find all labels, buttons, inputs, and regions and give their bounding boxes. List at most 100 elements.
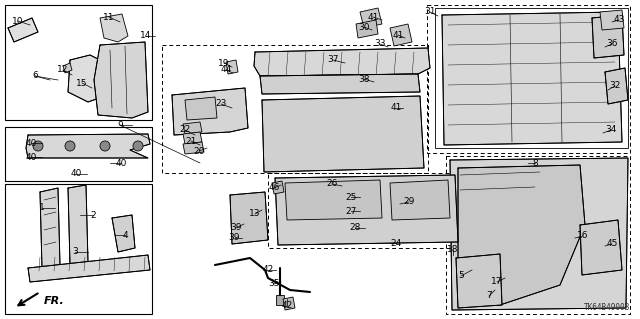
Polygon shape [68,185,88,265]
Polygon shape [112,215,135,252]
Text: 27: 27 [346,206,356,216]
Text: 33: 33 [374,40,386,48]
Polygon shape [254,48,430,76]
Text: 46: 46 [268,183,280,192]
Circle shape [65,141,75,151]
Polygon shape [605,68,628,104]
Text: 12: 12 [58,65,68,75]
Polygon shape [172,88,248,135]
Text: 2: 2 [90,211,96,219]
Text: 32: 32 [609,81,621,91]
Polygon shape [275,175,458,245]
Polygon shape [185,97,217,120]
Text: 42: 42 [262,265,274,275]
Polygon shape [183,132,202,144]
Bar [427,5,630,153]
Polygon shape [260,74,420,94]
Text: 6: 6 [32,71,38,80]
Polygon shape [285,180,382,220]
Circle shape [33,141,43,151]
Text: 36: 36 [606,40,618,48]
Circle shape [100,141,110,151]
Text: 16: 16 [577,232,589,241]
Text: 39: 39 [228,234,240,242]
Text: 11: 11 [103,12,115,21]
Polygon shape [28,255,150,282]
Text: 45: 45 [606,240,618,249]
Polygon shape [456,254,502,308]
Text: 3: 3 [72,248,78,256]
Polygon shape [183,142,204,154]
Bar [446,156,630,314]
Circle shape [133,141,143,151]
Text: 7: 7 [486,292,492,300]
Polygon shape [68,55,110,102]
Text: FR.: FR. [44,296,65,306]
Text: 29: 29 [403,197,415,206]
Text: 13: 13 [249,210,260,219]
Polygon shape [272,181,284,194]
Text: 28: 28 [349,224,361,233]
Text: 34: 34 [605,125,617,135]
Text: 23: 23 [215,100,227,108]
Text: 10: 10 [12,17,24,26]
Text: 35: 35 [268,279,280,288]
Polygon shape [63,63,72,73]
Text: 8: 8 [532,159,538,167]
Text: 18: 18 [447,244,459,254]
Text: 42: 42 [282,301,292,310]
Polygon shape [8,18,38,42]
Text: 30: 30 [358,23,370,32]
Bar [5,5,152,120]
Text: 9: 9 [117,121,123,130]
Text: 22: 22 [179,125,191,135]
Text: 43: 43 [613,16,625,25]
Text: 14: 14 [140,32,152,41]
Bar [5,184,152,314]
Polygon shape [580,220,622,275]
Text: 40: 40 [115,159,127,167]
Text: 4: 4 [122,231,128,240]
Polygon shape [276,295,284,305]
Text: 40: 40 [70,169,82,179]
Polygon shape [450,158,628,310]
Polygon shape [390,24,412,46]
Polygon shape [230,192,268,244]
Text: 21: 21 [186,137,196,145]
Polygon shape [600,10,624,30]
Text: 24: 24 [390,239,402,248]
Text: 19: 19 [218,58,230,68]
Text: 20: 20 [193,146,205,155]
Text: 31: 31 [424,8,436,17]
Text: 17: 17 [492,278,503,286]
Text: 39: 39 [230,224,242,233]
Text: 41: 41 [390,103,402,113]
Polygon shape [390,180,450,220]
Polygon shape [262,96,424,172]
Bar [268,173,461,248]
Text: TK64B4900B: TK64B4900B [584,303,630,312]
Text: 37: 37 [327,56,339,64]
Text: 25: 25 [346,192,356,202]
Polygon shape [458,165,585,305]
Text: 1: 1 [39,204,45,212]
Polygon shape [26,134,150,158]
Polygon shape [442,12,622,145]
Text: 26: 26 [326,180,338,189]
Polygon shape [100,14,128,42]
Polygon shape [360,8,382,28]
Bar [162,45,428,173]
Text: 44: 44 [220,65,232,75]
Bar [5,127,152,181]
Text: 40: 40 [26,152,36,161]
Text: 38: 38 [358,75,370,84]
Polygon shape [40,188,60,268]
Polygon shape [356,20,378,38]
Polygon shape [283,297,295,310]
Text: 41: 41 [392,31,404,40]
Polygon shape [226,60,238,74]
Polygon shape [183,122,202,134]
Text: 41: 41 [367,12,379,21]
Text: 40: 40 [26,138,36,147]
Text: 15: 15 [76,78,88,87]
